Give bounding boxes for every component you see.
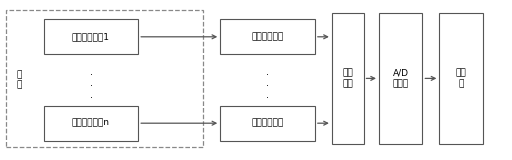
Text: 温湿度传感器n: 温湿度传感器n (72, 119, 110, 128)
Bar (44, 19, 138, 54)
Bar (332, 13, 364, 144)
Bar (439, 13, 483, 144)
Bar (220, 106, 315, 141)
Text: A/D
采集卡: A/D 采集卡 (393, 69, 409, 88)
Text: 调整放大电路: 调整放大电路 (251, 119, 284, 128)
Text: 调整放大电路: 调整放大电路 (251, 32, 284, 41)
Bar (379, 13, 422, 144)
Bar (220, 19, 315, 54)
Text: ·
·
·: · · · (90, 70, 93, 103)
Bar (6, 10, 203, 147)
Text: ·
·
·: · · · (266, 70, 269, 103)
Text: 温湿度传感器1: 温湿度传感器1 (72, 32, 110, 41)
Text: 接口
电路: 接口 电路 (343, 69, 353, 88)
Text: 计算
机: 计算 机 (456, 69, 466, 88)
Text: 仓
库: 仓 库 (17, 70, 22, 90)
Bar (44, 106, 138, 141)
